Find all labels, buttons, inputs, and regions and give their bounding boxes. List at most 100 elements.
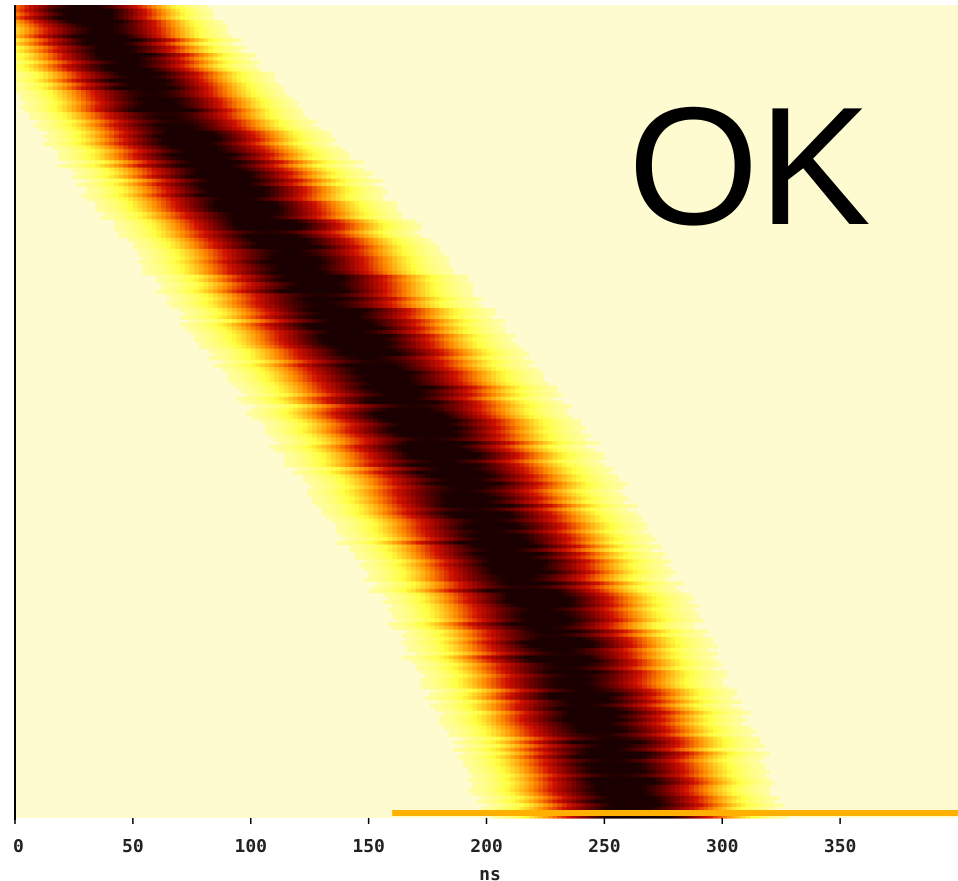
heatmap-cell <box>260 215 266 220</box>
heatmap-cell <box>373 208 379 213</box>
heatmap-cell <box>359 211 365 217</box>
heatmap-cell <box>363 171 370 176</box>
heatmap-cell <box>246 256 252 261</box>
heatmap-cell <box>326 174 332 180</box>
heatmap-cell <box>118 53 125 58</box>
heatmap-cell <box>81 108 87 113</box>
heatmap-cell <box>175 89 181 95</box>
heatmap-cell <box>198 86 205 91</box>
heatmap-cell <box>458 304 464 309</box>
heatmap-cell <box>354 308 360 313</box>
heatmap-cell <box>439 293 445 298</box>
heatmap-cell <box>175 16 181 21</box>
heatmap-cell <box>415 289 422 294</box>
heatmap-cell <box>151 174 158 180</box>
heatmap-cell <box>264 308 271 313</box>
heatmap-cell <box>137 171 143 176</box>
heatmap-cell <box>340 285 346 291</box>
heatmap-cell <box>269 141 275 147</box>
heatmap-cell <box>312 230 318 235</box>
heatmap-cell <box>392 271 398 276</box>
heatmap-cell <box>302 304 308 309</box>
heatmap-cell <box>316 248 323 254</box>
heatmap-cell <box>297 115 304 121</box>
heatmap-cell <box>293 171 299 176</box>
heatmap-cell <box>194 119 200 124</box>
heatmap-cell <box>415 278 422 283</box>
heatmap-cell <box>175 71 181 76</box>
heatmap-cell <box>316 149 323 154</box>
heatmap-cell <box>161 197 167 202</box>
heatmap-cell <box>260 138 266 143</box>
heatmap-cell <box>38 119 44 124</box>
heatmap-cell <box>255 223 261 228</box>
heatmap-cell <box>363 256 370 261</box>
heatmap-cell <box>246 108 252 113</box>
heatmap-cell <box>326 145 332 150</box>
heatmap-cell <box>396 308 403 313</box>
heatmap-cell <box>420 311 426 317</box>
heatmap-cell <box>274 252 280 257</box>
heatmap-cell <box>175 101 181 106</box>
heatmap-cell <box>340 237 346 243</box>
heatmap-cell <box>274 230 280 235</box>
heatmap-cell <box>241 104 247 110</box>
heatmap-cell <box>396 211 403 217</box>
heatmap-cell <box>142 156 148 161</box>
heatmap-cell <box>396 215 403 220</box>
heatmap-cell <box>57 152 63 158</box>
heatmap-cell <box>161 141 167 147</box>
heatmap-cell <box>142 8 148 13</box>
heatmap-cell <box>387 267 393 272</box>
heatmap-cell <box>279 163 285 169</box>
heatmap-cell <box>180 178 186 183</box>
heatmap-cell <box>109 134 115 139</box>
heatmap-cell <box>411 285 417 291</box>
heatmap-cell <box>99 30 106 36</box>
heatmap-cell <box>227 108 233 113</box>
heatmap-cell <box>349 182 356 187</box>
heatmap-cell <box>57 23 63 28</box>
heatmap-cell <box>52 23 59 28</box>
heatmap-cell <box>359 186 365 191</box>
heatmap-cell <box>170 189 176 195</box>
heatmap-cell <box>198 145 205 150</box>
heatmap-cell <box>349 308 356 313</box>
heatmap-cell <box>180 64 186 69</box>
heatmap-cell <box>231 245 238 250</box>
heatmap-cell <box>71 67 77 73</box>
heatmap-cell <box>19 19 26 25</box>
heatmap-cell <box>444 304 450 309</box>
heatmap-cell <box>123 223 129 228</box>
heatmap-cell <box>227 208 233 213</box>
heatmap-cell <box>241 189 247 195</box>
heatmap-cell <box>109 86 115 91</box>
heatmap-cell <box>33 89 40 95</box>
heatmap-cell <box>373 215 379 220</box>
heatmap-cell <box>85 19 92 25</box>
heatmap-cell <box>274 274 280 280</box>
heatmap-cell <box>208 78 214 84</box>
heatmap-cell <box>198 34 205 39</box>
heatmap-cell <box>189 311 195 317</box>
heatmap-cell <box>189 23 195 28</box>
heatmap-cell <box>312 200 318 206</box>
heatmap-cell <box>297 226 304 232</box>
heatmap-cell <box>302 267 308 272</box>
heatmap-cell <box>236 234 242 239</box>
heatmap-cell <box>321 174 327 180</box>
heatmap-cell <box>434 259 440 265</box>
heatmap-cell <box>194 189 200 195</box>
heatmap-cell <box>189 267 195 272</box>
heatmap-cell <box>316 126 323 132</box>
heatmap-cell <box>180 193 186 198</box>
heatmap-cell <box>354 248 360 254</box>
heatmap-cell <box>194 27 200 32</box>
heatmap-cell <box>184 234 191 239</box>
heatmap-cell <box>354 178 360 183</box>
heatmap-cell <box>279 230 285 235</box>
heatmap-cell <box>425 248 431 254</box>
heatmap-cell <box>330 171 337 176</box>
heatmap-cell <box>123 23 129 28</box>
heatmap-cell <box>203 60 209 65</box>
